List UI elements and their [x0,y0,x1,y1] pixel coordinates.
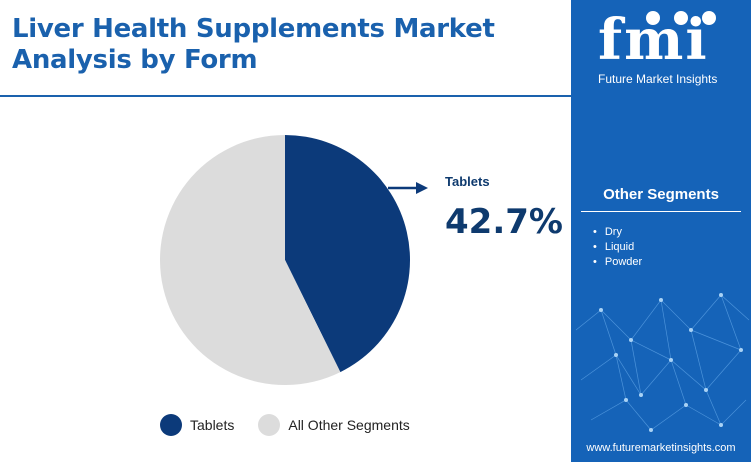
legend-swatch-other [258,414,281,436]
brand-sidebar: fmi Future Market Insights Other Segment… [571,0,751,462]
other-segments-title: Other Segments [603,186,719,203]
pie-chart [160,135,428,385]
legend-label-other: All Other Segments [288,417,410,433]
callout-arrow-head [416,182,428,194]
segments-divider [581,211,741,212]
segment-item-dry: Dry [593,225,642,240]
callout-label: Tablets [445,174,490,189]
website-link[interactable]: www.futuremarketinsights.com [586,442,736,454]
logo-icons [646,11,716,25]
callout-value: 42.7% [445,202,563,242]
brand-name: Future Market Insights [598,72,718,86]
pie-slice-all-other-segments [160,135,341,385]
pie-slice-tablets [285,135,411,373]
segments-list: Dry Liquid Powder [593,225,642,270]
legend-swatch-tablets [160,414,182,436]
network-pattern [575,293,750,432]
legend-label-tablets: Tablets [190,417,235,433]
legend: Tablets All Other Segments [160,414,434,436]
title-divider [0,95,571,97]
legend-item-other: All Other Segments [258,414,410,436]
page-title: Liver Health Supplements Market Analysis… [12,14,495,75]
segment-item-liquid: Liquid [593,240,642,255]
legend-item-tablets: Tablets [160,414,234,436]
segment-item-powder: Powder [593,255,642,270]
